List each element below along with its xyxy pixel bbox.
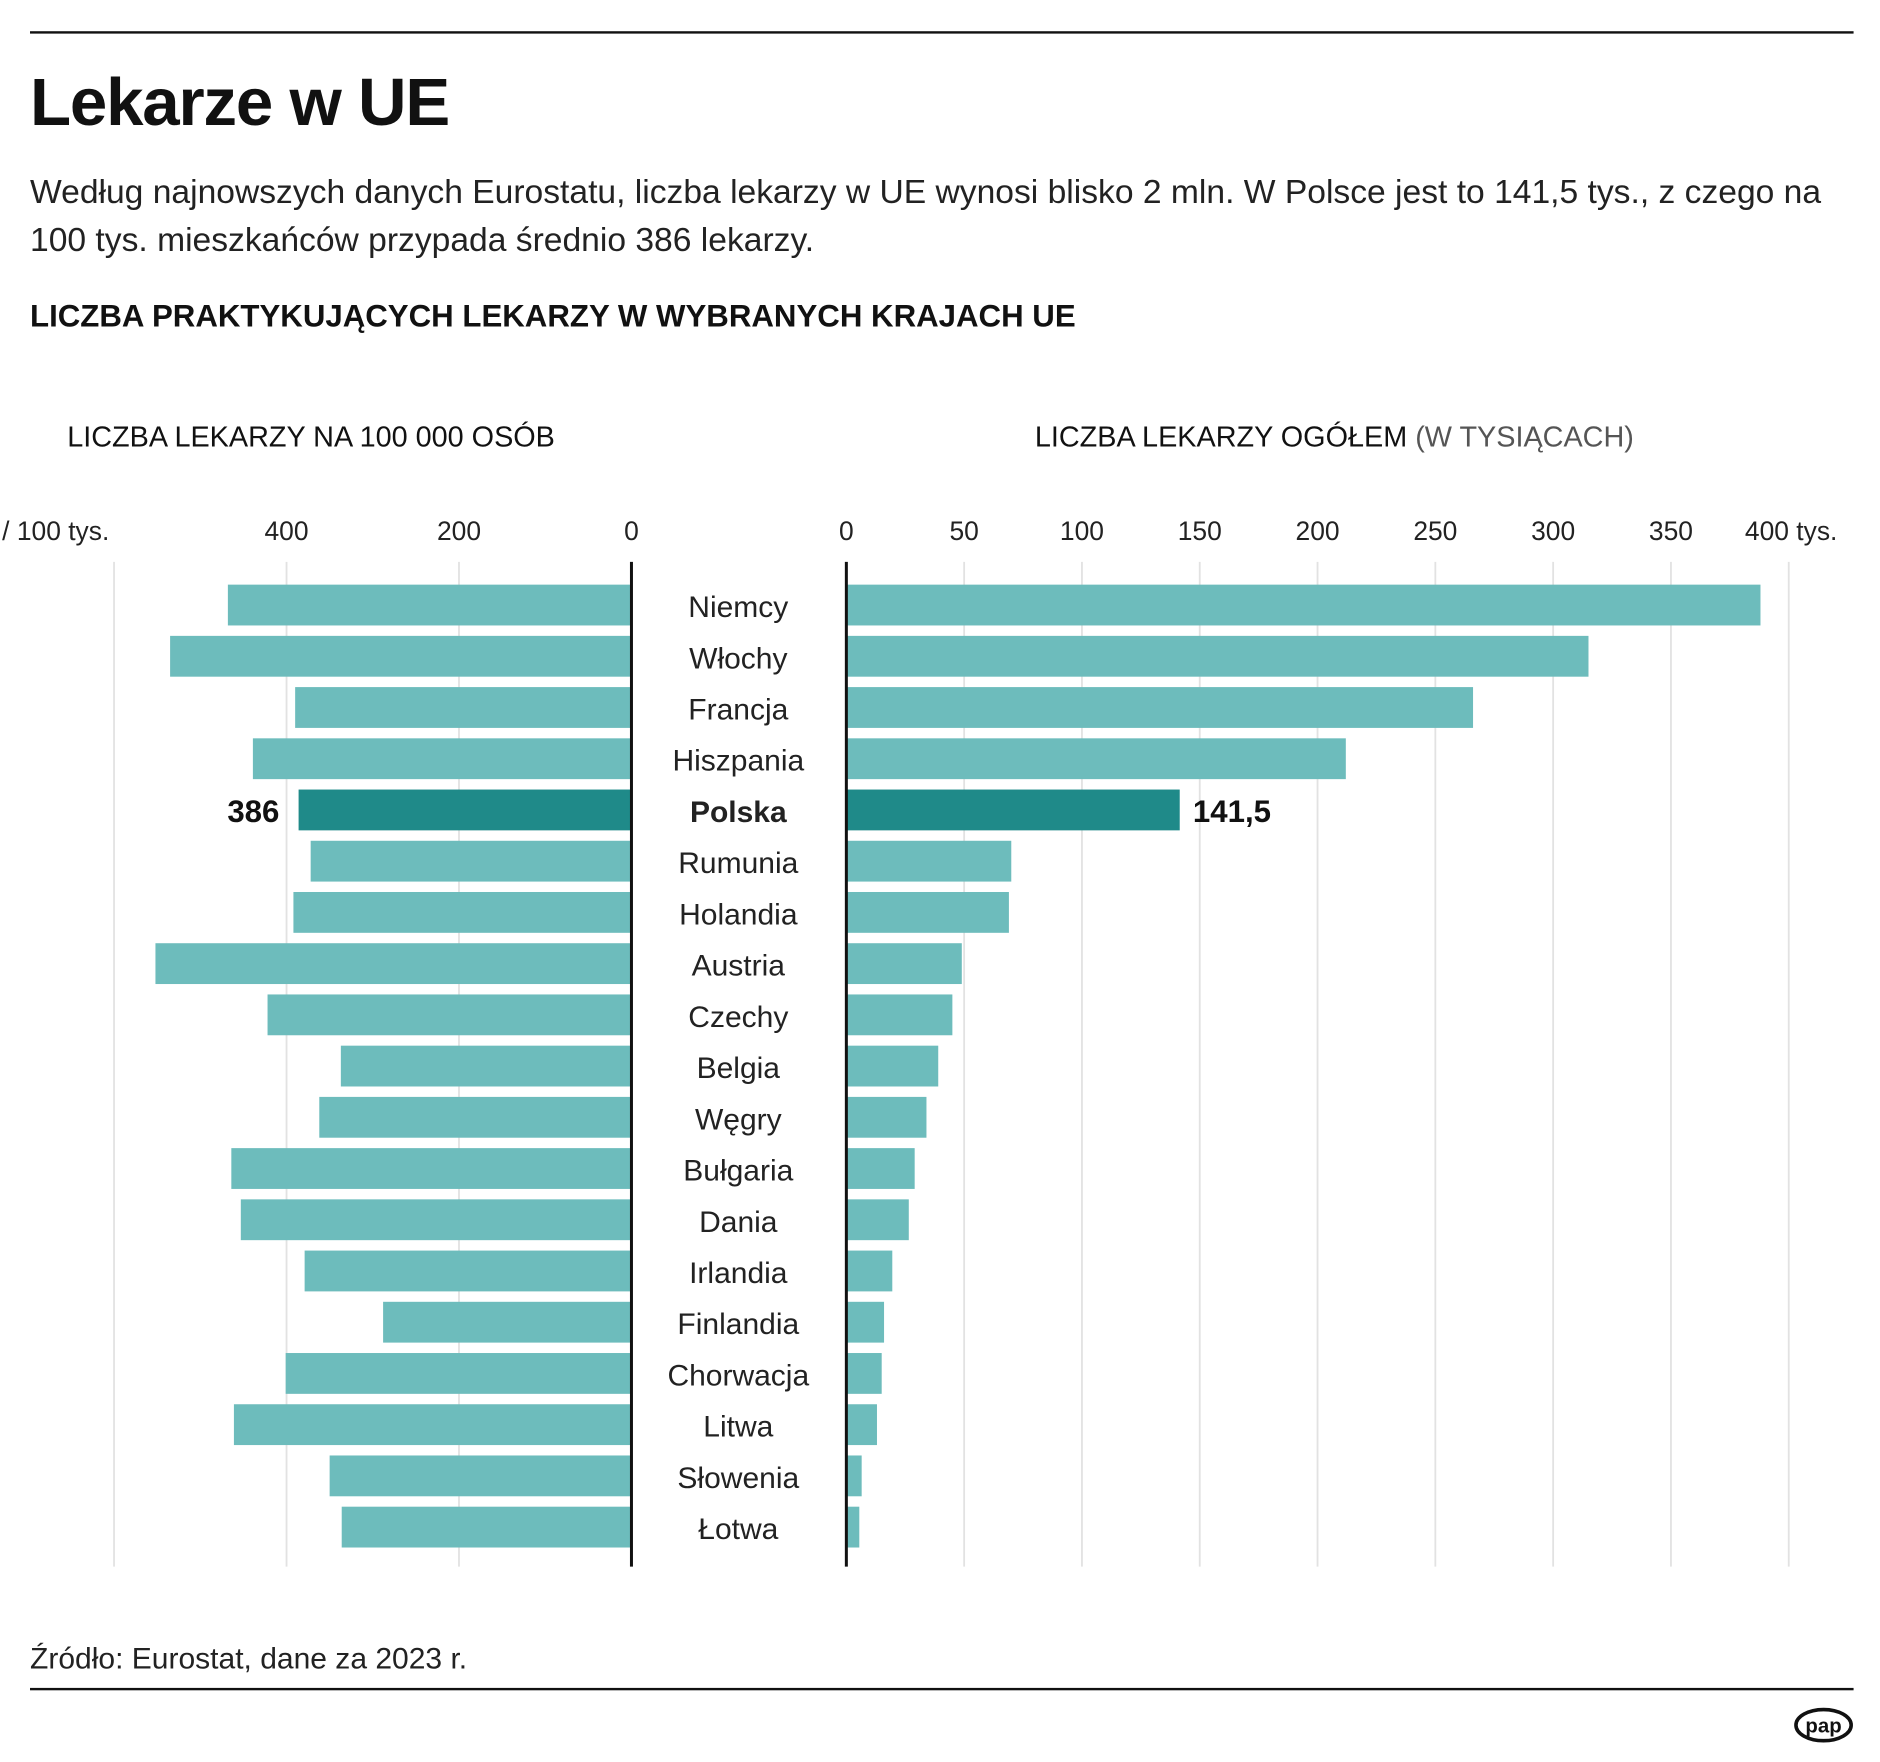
source-note: Źródło: Eurostat, dane za 2023 r. <box>30 1642 468 1676</box>
right-panel-title: LICZBA LEKARZY OGÓŁEM (W TYSIĄCACH) <box>1035 421 1634 454</box>
category-label: Niemcy <box>688 591 788 624</box>
right-tick-label: 200 <box>1296 516 1340 546</box>
category-label: Finlandia <box>677 1308 799 1341</box>
left-bar-Niemcy <box>227 584 632 626</box>
right-bar-Irlandia <box>846 1250 893 1292</box>
right-bar-Chorwacja <box>846 1353 882 1394</box>
category-label: Hiszpania <box>672 745 804 778</box>
category-label: Włochy <box>689 642 787 675</box>
left-tick-label: 200 <box>437 516 481 546</box>
left-data-label: 386 <box>227 794 279 829</box>
left-bar-Polska <box>298 789 632 831</box>
left-bar-Chorwacja <box>285 1353 632 1394</box>
svg-text:pap: pap <box>1805 1715 1841 1737</box>
right-bar-Dania <box>846 1199 909 1241</box>
subtitle: Według najnowszych danych Eurostatu, lic… <box>30 172 1822 259</box>
chart-heading: LICZBA PRAKTYKUJĄCYCH LEKARZY W WYBRANYC… <box>30 297 1076 334</box>
right-bar-Łotwa <box>846 1506 860 1548</box>
category-label: Irlandia <box>689 1257 788 1290</box>
right-data-label: 141,5 <box>1193 794 1271 829</box>
category-label: Chorwacja <box>667 1359 809 1392</box>
category-label: Litwa <box>703 1411 773 1444</box>
chart: 600 / 100 tys. 400 200 0 0 50 100 150 200 250 300 3… <box>0 421 1837 1567</box>
left-bar-Łotwa <box>341 1506 632 1548</box>
left-bar-Irlandia <box>304 1250 632 1292</box>
category-label: Bułgaria <box>683 1155 793 1188</box>
left-tick-label: 600 / 100 tys. <box>0 516 109 546</box>
left-tick-label: 0 <box>624 516 639 546</box>
right-bar-Czechy <box>846 994 953 1036</box>
right-bar-Finlandia <box>846 1301 885 1343</box>
pap-logo: pap <box>1794 1707 1853 1743</box>
left-bar-Hiszpania <box>252 738 632 780</box>
left-bar-Słowenia <box>329 1455 632 1497</box>
left-bar-Austria <box>155 943 632 985</box>
right-tick-label: 0 <box>839 516 854 546</box>
category-label: Słowenia <box>677 1462 799 1495</box>
right-bar-Hiszpania <box>846 738 1346 780</box>
left-bar-Węgry <box>319 1096 632 1138</box>
category-label: Łotwa <box>698 1513 778 1546</box>
category-label: Holandia <box>679 898 798 931</box>
right-tick-label: 300 <box>1531 516 1575 546</box>
left-bar-Francja <box>295 687 632 728</box>
right-bar-Holandia <box>846 891 1009 933</box>
category-label: Austria <box>692 950 786 983</box>
category-label: Dania <box>699 1206 778 1239</box>
left-bar-Dania <box>240 1199 632 1241</box>
right-tick-label: 50 <box>949 516 978 546</box>
right-tick-label: 150 <box>1178 516 1222 546</box>
category-label: Francja <box>688 694 788 727</box>
right-bar-Polska <box>846 789 1180 831</box>
category-label: Polska <box>690 796 787 829</box>
right-tick-label: 350 <box>1649 516 1693 546</box>
left-tick-label: 400 <box>264 516 308 546</box>
category-label: Węgry <box>695 1103 782 1136</box>
top-rule <box>30 31 1854 34</box>
left-bar-Rumunia <box>310 840 632 882</box>
right-tick-label: 250 <box>1413 516 1457 546</box>
category-label: Belgia <box>697 1052 781 1085</box>
right-bar-Słowenia <box>846 1455 862 1497</box>
right-tick-label: 100 <box>1060 516 1104 546</box>
category-label: Rumunia <box>678 847 798 880</box>
right-panel-title-unit: (W TYSIĄCACH) <box>1407 422 1634 454</box>
right-bar-Litwa <box>846 1404 877 1446</box>
bottom-rule <box>30 1687 1854 1691</box>
right-bar-Francja <box>846 687 1474 728</box>
left-bar-Finlandia <box>383 1301 632 1343</box>
left-bar-Litwa <box>233 1404 632 1446</box>
right-bar-Bułgaria <box>846 1148 915 1189</box>
left-bar-Holandia <box>293 891 632 933</box>
right-bar-Austria <box>846 943 962 985</box>
right-bar-Belgia <box>846 1045 939 1087</box>
left-bar-Bułgaria <box>231 1148 632 1189</box>
right-bar-Niemcy <box>846 584 1761 626</box>
left-panel-title: LICZBA LEKARZY NA 100 000 OSÓB <box>67 421 555 454</box>
left-bar-Włochy <box>170 635 632 677</box>
right-bar-Węgry <box>846 1096 927 1138</box>
right-bar-Rumunia <box>846 840 1012 882</box>
page-title: Lekarze w UE <box>30 63 450 140</box>
left-bar-Belgia <box>340 1045 632 1087</box>
right-tick-label: 400 tys. <box>1745 516 1837 546</box>
right-bar-Włochy <box>846 635 1589 677</box>
category-label: Czechy <box>688 1001 788 1034</box>
left-bar-Czechy <box>267 994 632 1036</box>
